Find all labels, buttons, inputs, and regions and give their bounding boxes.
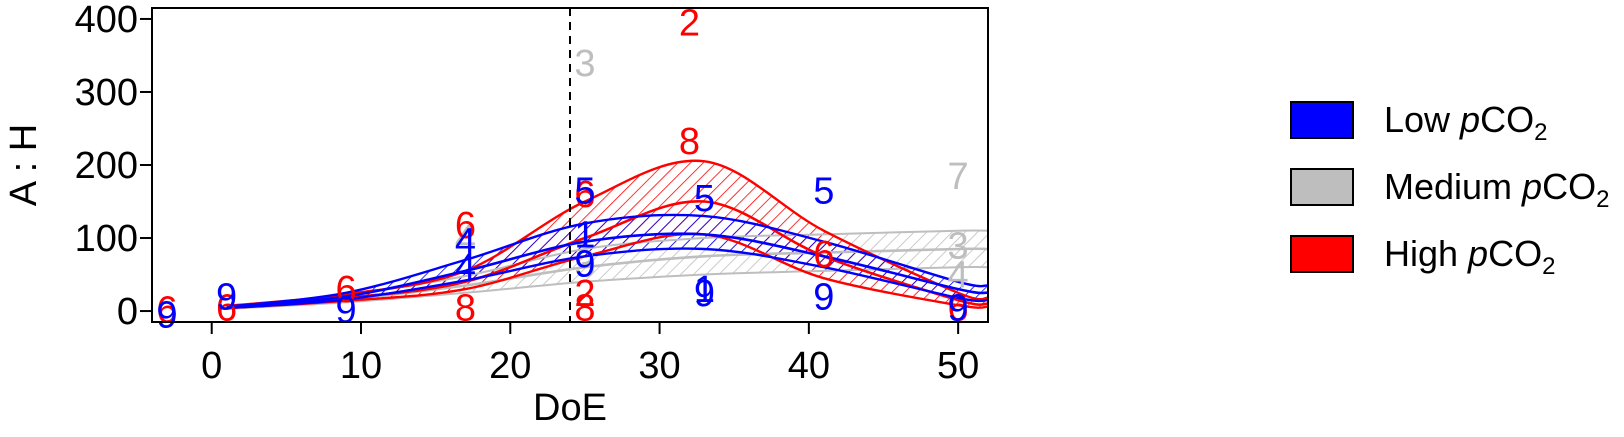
series-lines — [226, 159, 988, 310]
legend-label-low: Low pCO2 — [1384, 99, 1548, 146]
point-label-high-pco2: 6 — [948, 287, 969, 329]
legend-item-high: High pCO2 — [1290, 230, 1556, 280]
legend-item-low: Low pCO2 — [1290, 96, 1548, 146]
point-label-low-pco2: 9 — [216, 276, 237, 318]
legend-swatch-low — [1290, 101, 1354, 139]
point-label-medium-pco2: 3 — [574, 43, 595, 85]
x-axis: 0 10 20 30 40 50 — [201, 322, 979, 387]
y-tick-label: 0 — [117, 291, 138, 333]
x-tick-label: 50 — [937, 345, 979, 387]
point-label-medium-pco2: 3 — [574, 244, 595, 286]
point-label-low-pco2: 9 — [813, 276, 834, 318]
point-label-high-pco2: 6 — [813, 234, 834, 276]
point-label-low-pco2: 5 — [694, 178, 715, 220]
y-tick-label: 400 — [75, 0, 138, 41]
point-label-high-pco2: 6 — [574, 174, 595, 216]
point-label-low-pco2: 4 — [455, 247, 476, 289]
legend-swatch-high — [1290, 235, 1354, 273]
legend-item-medium: Medium pCO2 — [1290, 163, 1610, 213]
point-label-high-pco2: 6 — [336, 269, 357, 311]
y-tick-label: 200 — [75, 145, 138, 187]
mean-line-low-pco2 — [226, 232, 988, 309]
point-label-medium-pco2: 4 — [455, 218, 476, 260]
point-label-high-pco2: 2 — [679, 3, 700, 45]
point-label-high-pco2: 8 — [574, 287, 595, 329]
band-lower-low-pco2 — [226, 247, 988, 310]
y-axis: 0 100 200 300 400 — [75, 0, 152, 333]
point-label-low-pco2: 9 — [694, 273, 715, 315]
point-label-low-pco2: 5 — [574, 171, 595, 213]
legend-label-medium: Medium pCO2 — [1384, 166, 1610, 213]
band-upper-high-pco2 — [226, 159, 988, 308]
x-tick-label: 10 — [340, 345, 382, 387]
point-label-low-pco2: 9 — [336, 290, 357, 332]
y-tick-label: 100 — [75, 218, 138, 260]
point-label-high-pco2: 8 — [455, 287, 476, 329]
x-tick-label: 30 — [638, 345, 680, 387]
point-label-medium-pco2: 3 — [948, 225, 969, 267]
point-label-high-pco2: 6 — [455, 205, 476, 247]
point-label-low-pco2: 1 — [574, 214, 595, 256]
legend-swatch-medium — [1290, 168, 1354, 206]
legend-label-high: High pCO2 — [1384, 233, 1556, 280]
point-label-medium-pco2: 4 — [948, 255, 969, 297]
x-tick-label: 20 — [489, 345, 531, 387]
point-label-high-pco2: 8 — [679, 121, 700, 163]
point-label-low-pco2: 1 — [694, 269, 715, 311]
band-lower-high-pco2 — [226, 232, 988, 310]
point-label-low-pco2: 9 — [574, 244, 595, 286]
point-label-low-pco2: 5 — [813, 171, 834, 213]
x-axis-label: DoE — [533, 387, 607, 429]
y-axis-label: A : H — [3, 124, 45, 206]
point-label-high-pco2: 6 — [216, 287, 237, 329]
point-label-low-pco2: 9 — [156, 295, 177, 337]
x-tick-label: 40 — [788, 345, 830, 387]
y-tick-label: 300 — [75, 72, 138, 114]
point-label-medium-pco2: 7 — [948, 156, 969, 198]
band-upper-low-pco2 — [226, 213, 988, 308]
point-label-low-pco2: 4 — [455, 222, 476, 264]
point-label-low-pco2: 9 — [948, 287, 969, 329]
band-lower-medium-pco2 — [226, 265, 988, 310]
point-label-high-pco2: 2 — [574, 273, 595, 315]
x-tick-label: 0 — [201, 345, 222, 387]
